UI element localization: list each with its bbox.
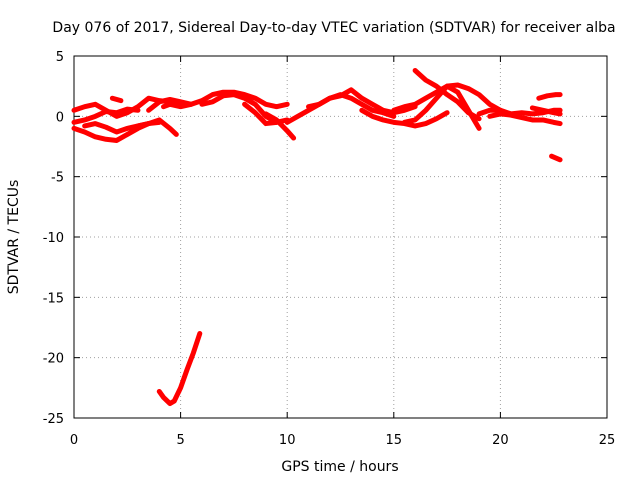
- x-tick-label: 15: [386, 433, 403, 448]
- x-tick-label: 25: [599, 433, 616, 448]
- series-line-trace-3: [71, 121, 152, 143]
- series-line-trace-7: [146, 96, 194, 113]
- x-tick-label: 5: [176, 433, 184, 448]
- x-tick-label: 0: [70, 433, 78, 448]
- y-tick-label: -10: [43, 231, 64, 246]
- y-tick-label: -5: [51, 171, 64, 186]
- x-tick-label: 20: [492, 433, 509, 448]
- series-line-trace-6: [135, 117, 179, 137]
- y-axis-label: SDTVAR / TECUs: [6, 180, 22, 295]
- y-tick-label: -25: [43, 412, 64, 427]
- x-tick-label: 10: [279, 433, 296, 448]
- grid: [74, 56, 607, 418]
- series-line-trace-5: [109, 95, 124, 104]
- plot-frame: [73, 55, 608, 419]
- series-line-trace-2: [71, 106, 141, 125]
- series-line-trace-23: [156, 331, 203, 407]
- series-line-trace-19: [487, 111, 563, 127]
- y-tick-label: -20: [43, 352, 64, 367]
- series-line-trace-10: [242, 101, 280, 127]
- y-tick-label: 0: [56, 110, 64, 125]
- series-line-trace-8: [161, 89, 290, 110]
- series-line-trace-20: [529, 105, 563, 117]
- series-line-trace-17: [401, 83, 482, 131]
- y-tick-label: -15: [43, 291, 64, 306]
- series-line-trace-11: [263, 111, 297, 141]
- y-axis-ticks: 5 0 -5 -10 -15 -20 -25: [43, 50, 607, 427]
- series-line-trace-13: [306, 87, 418, 116]
- chart-title: Day 076 of 2017, Sidereal Day-to-day VTE…: [52, 20, 615, 36]
- x-axis-ticks: 0 5 10 15 20 25: [70, 56, 615, 448]
- series-line-trace-21: [536, 92, 563, 101]
- y-tick-label: 5: [56, 50, 64, 65]
- series-layer: [71, 67, 563, 407]
- series-line-trace-22: [549, 153, 563, 163]
- x-axis-label: GPS time / hours: [281, 459, 398, 475]
